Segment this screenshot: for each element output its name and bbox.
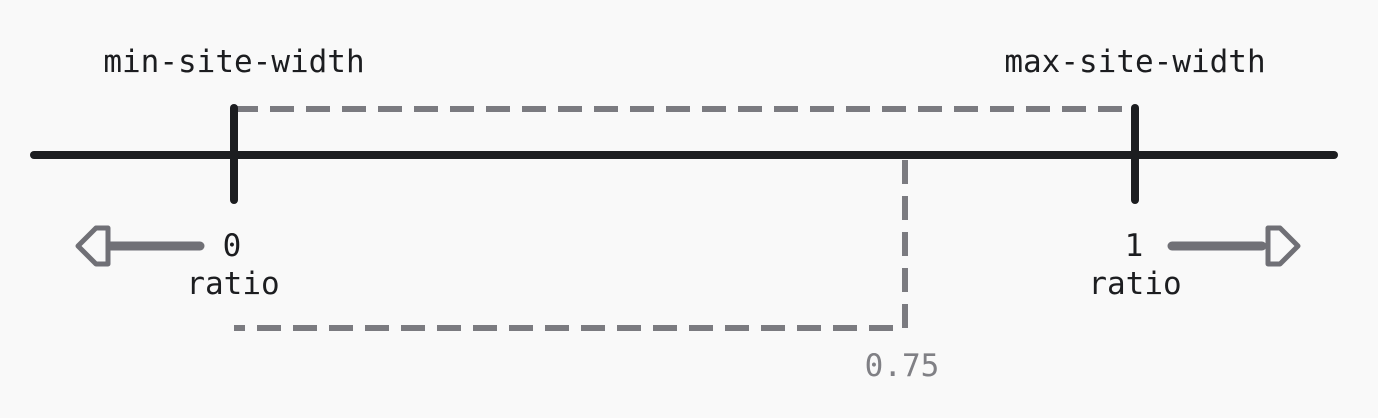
marker-dashed-line: [234, 160, 908, 331]
end-unit-label: ratio: [1088, 266, 1181, 302]
start-unit-label: ratio: [186, 266, 279, 302]
min-site-width-label: min-site-width: [103, 44, 364, 80]
left-arrow-icon: [75, 225, 205, 267]
right-arrow-icon: [1167, 225, 1301, 267]
end-value-label: 1: [1125, 228, 1144, 264]
start-value-label: 0: [223, 228, 242, 264]
max-site-width-label: max-site-width: [1004, 44, 1265, 80]
marker-value-label: 0.75: [865, 348, 940, 384]
